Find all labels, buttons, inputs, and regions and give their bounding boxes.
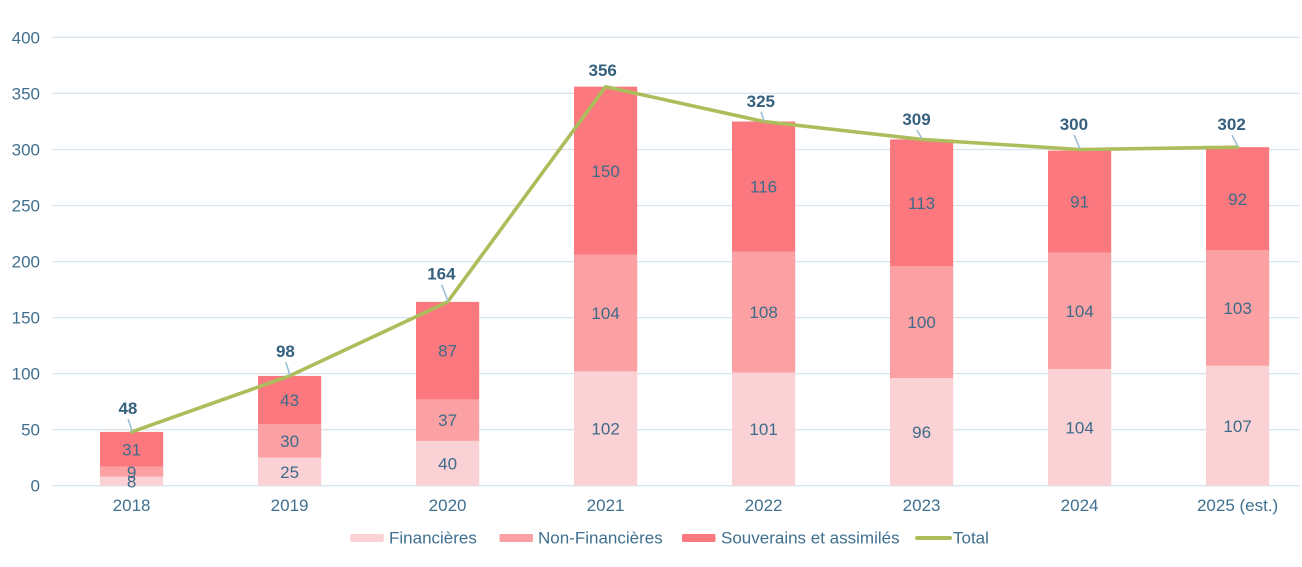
svg-text:96: 96 [912,423,931,442]
svg-text:356: 356 [589,61,617,80]
svg-text:31: 31 [122,440,141,459]
svg-text:0: 0 [31,477,40,496]
svg-text:104: 104 [1065,302,1093,321]
svg-text:25: 25 [280,463,299,482]
svg-text:302: 302 [1217,115,1245,134]
svg-text:2021: 2021 [587,496,625,515]
svg-text:300: 300 [1060,115,1088,134]
svg-text:250: 250 [12,197,40,216]
svg-text:Non-Financières: Non-Financières [538,529,663,548]
svg-text:113: 113 [908,194,935,213]
svg-text:107: 107 [1223,417,1251,436]
svg-text:48: 48 [118,399,137,418]
svg-text:9: 9 [127,463,136,482]
svg-text:2020: 2020 [429,496,467,515]
svg-text:92: 92 [1228,190,1247,209]
svg-text:30: 30 [280,432,299,451]
svg-text:Souverains et assimilés: Souverains et assimilés [721,529,900,548]
svg-text:2024: 2024 [1061,496,1099,515]
svg-text:8: 8 [127,472,136,491]
svg-text:150: 150 [591,162,619,181]
svg-text:40: 40 [438,454,457,473]
svg-text:150: 150 [12,309,40,328]
svg-text:2018: 2018 [113,496,151,515]
svg-text:300: 300 [12,141,40,160]
svg-text:104: 104 [1065,419,1093,438]
svg-text:400: 400 [12,28,40,47]
svg-text:2025 (est.): 2025 (est.) [1197,496,1278,515]
svg-text:200: 200 [12,253,40,272]
svg-text:350: 350 [12,84,40,103]
svg-text:100: 100 [12,365,40,384]
svg-text:91: 91 [1070,193,1089,212]
svg-text:309: 309 [902,110,930,129]
svg-text:103: 103 [1223,299,1251,318]
svg-text:2022: 2022 [745,496,783,515]
svg-text:37: 37 [438,411,457,430]
svg-text:2019: 2019 [271,496,309,515]
svg-text:Financières: Financières [389,529,477,548]
svg-text:43: 43 [280,391,299,410]
svg-text:2023: 2023 [903,496,941,515]
svg-text:325: 325 [747,92,775,111]
svg-text:108: 108 [749,303,777,322]
svg-text:100: 100 [907,313,935,332]
svg-text:116: 116 [750,178,777,197]
svg-text:87: 87 [438,342,457,361]
svg-text:164: 164 [427,265,456,284]
svg-text:Total: Total [953,529,989,548]
svg-text:98: 98 [276,342,295,361]
svg-text:101: 101 [749,420,777,439]
svg-text:102: 102 [591,420,619,439]
svg-text:50: 50 [21,421,40,440]
svg-text:104: 104 [591,304,619,323]
